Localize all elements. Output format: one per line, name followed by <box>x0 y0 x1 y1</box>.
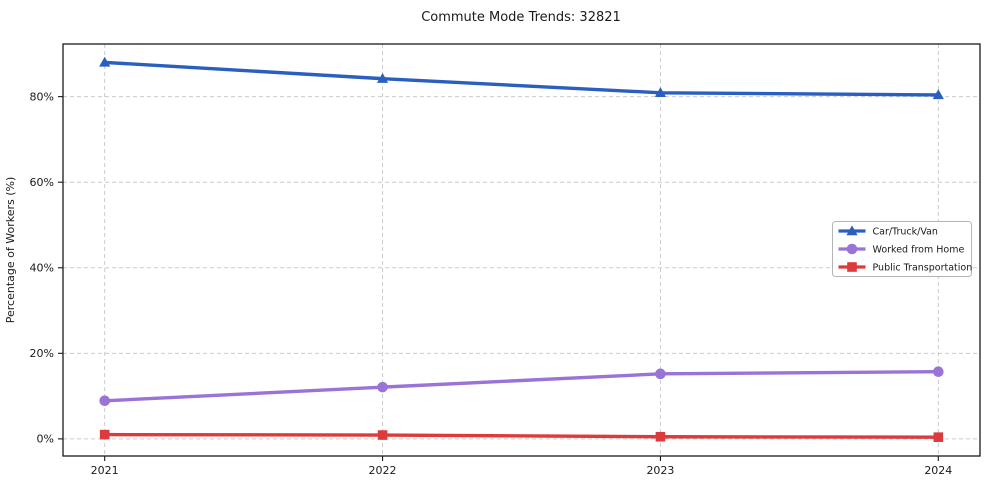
x-tick-label: 2021 <box>91 464 119 477</box>
series-marker-public-transportation <box>933 432 944 442</box>
plot-area: 0% 20% 40% 60% 80% 2021 2022 2023 2024 Car/Truck/… <box>30 43 981 477</box>
x-tick-label: 2024 <box>924 464 952 477</box>
legend-label: Worked from Home <box>873 244 965 255</box>
series-marker-worked-from-home <box>655 368 666 380</box>
legend-box <box>832 221 972 277</box>
series-marker-worked-from-home <box>933 366 944 378</box>
legend-label: Car/Truck/Van <box>873 226 938 237</box>
x-tick-label: 2023 <box>646 464 674 477</box>
y-tick-label: 40% <box>30 262 54 275</box>
chart-title: Commute Mode Trends: 32821 <box>421 10 621 25</box>
y-tick-label: 60% <box>30 176 54 189</box>
series-line-public-transportation <box>102 432 941 439</box>
series-marker-public-transportation <box>99 429 110 440</box>
legend-swatch-marker <box>847 262 857 272</box>
series-line-car-truck-van <box>102 60 941 97</box>
legend-swatch-marker <box>846 225 858 236</box>
series-marker-public-transportation <box>655 431 666 442</box>
series-marker-car-truck-van <box>99 56 111 67</box>
y-tick-label: 80% <box>30 90 54 103</box>
x-tick-label: 2022 <box>369 464 397 477</box>
legend-swatch-marker <box>846 243 858 255</box>
legend-label: Public Transportation <box>873 262 973 273</box>
series-marker-worked-from-home <box>99 395 110 407</box>
series-marker-car-truck-van <box>376 73 389 83</box>
y-axis-label: Percentage of Workers (%) <box>4 177 17 324</box>
plot-border <box>62 43 981 457</box>
series-marker-worked-from-home <box>377 381 388 393</box>
series-marker-public-transportation <box>377 430 388 440</box>
y-tick-label: 20% <box>30 347 54 360</box>
series-line-worked-from-home <box>102 370 941 403</box>
series-marker-car-truck-van <box>932 89 944 100</box>
y-tick-label: 0% <box>37 433 54 446</box>
series-marker-car-truck-van <box>654 87 667 97</box>
